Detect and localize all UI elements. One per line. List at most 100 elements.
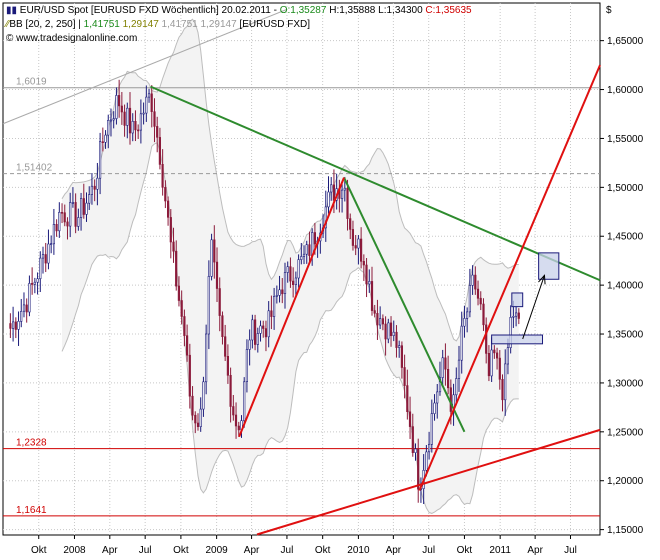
candle-body — [118, 95, 121, 107]
candle-body — [194, 414, 197, 424]
candle-body — [183, 316, 186, 337]
candle-body — [362, 260, 365, 266]
candle-body — [88, 194, 91, 204]
candle-body — [12, 321, 15, 329]
x-tick-label: Jul — [422, 545, 435, 556]
candle-body — [205, 333, 208, 383]
candle-body — [493, 349, 496, 354]
candle-body — [221, 315, 224, 338]
candle-body — [275, 295, 278, 297]
candle-body — [137, 129, 140, 132]
green-trendline — [150, 85, 601, 282]
y-tick-label: 1,30000 — [607, 378, 644, 389]
level-label: 1,2328 — [16, 438, 47, 449]
y-tick-label: 1,65000 — [607, 36, 644, 47]
y-tick-label: 1,55000 — [607, 134, 644, 145]
legend-low: L:1,34300 — [375, 5, 423, 16]
candle-body — [58, 212, 61, 232]
legend-bb-v3: 1,41751 — [162, 19, 199, 30]
x-tick-label: Okt — [457, 545, 473, 556]
candle-body — [302, 253, 306, 257]
candle-body — [278, 289, 281, 296]
candle-body — [313, 232, 317, 245]
green-trendline — [343, 177, 466, 433]
candle-body — [134, 121, 137, 131]
candle-body — [177, 285, 181, 301]
candle-body — [55, 224, 58, 232]
candle-body — [289, 266, 292, 282]
legend-bb-v2: 1,29147 — [123, 19, 160, 30]
candle-body — [365, 264, 368, 285]
candle-body — [430, 413, 433, 445]
candle-body — [427, 443, 431, 453]
candle-body — [300, 256, 303, 260]
x-tick-label: 2011 — [489, 545, 511, 556]
candle-body — [479, 297, 482, 305]
legend-bb-ref: [EURUSD FXD] — [239, 19, 310, 30]
x-tick-label: Jul — [139, 545, 152, 556]
y-tick-label: 1,50000 — [607, 183, 644, 194]
trendlines — [2, 8, 601, 536]
candle-body — [283, 272, 287, 295]
candle-body — [191, 395, 194, 416]
candle-body — [99, 141, 102, 179]
x-tick-label: Jul — [281, 545, 294, 556]
candle-body — [71, 202, 74, 204]
candle-body — [414, 448, 417, 454]
candle-body — [381, 318, 385, 325]
candle-body — [218, 288, 221, 316]
candle-body — [186, 335, 189, 356]
candle-body — [305, 244, 308, 255]
candle-body — [256, 333, 259, 345]
candle-body — [115, 95, 118, 119]
arrow-head — [538, 274, 546, 285]
candle-body — [47, 243, 50, 264]
candle-body — [441, 357, 444, 378]
legend-line-2: ⁄⁄BB [20, 2, 250] | 1,41751 1,29147 1,41… — [3, 19, 310, 30]
candle-body — [234, 414, 238, 427]
candle-body — [25, 304, 28, 313]
legend-bb: BB [20, 2, 250] — [9, 19, 75, 30]
red-trendline — [418, 64, 601, 491]
candle-body — [460, 325, 463, 361]
candle-body — [433, 402, 436, 414]
candle-body — [123, 111, 126, 126]
candle-body — [153, 111, 156, 127]
candle-body — [229, 374, 232, 407]
candle-body — [93, 185, 96, 190]
candle-body — [145, 96, 148, 114]
legend-flag-icon: ▮▮ — [6, 5, 20, 16]
candle-body — [267, 310, 270, 338]
candle-body — [311, 232, 314, 256]
candle-body — [398, 345, 401, 348]
candle-body — [370, 281, 374, 311]
candle-body — [354, 245, 357, 249]
candle-body — [332, 184, 336, 201]
candle-body — [286, 266, 289, 273]
candle-body — [224, 336, 227, 357]
y-tick-label: 1,20000 — [607, 476, 644, 487]
candle-body — [378, 318, 382, 326]
candle-body — [96, 177, 99, 190]
candle-body — [150, 93, 153, 113]
candle-body — [376, 312, 379, 326]
candle-body — [139, 113, 143, 131]
candle-body — [384, 323, 387, 340]
level-label: 1,6019 — [16, 77, 47, 88]
candle-body — [270, 310, 273, 317]
candle-body — [90, 185, 93, 195]
candle-body — [343, 187, 346, 191]
candle-body — [474, 274, 477, 290]
candle-body — [17, 320, 20, 330]
candle-body — [112, 118, 115, 121]
target-box — [491, 334, 544, 345]
candle-body — [471, 274, 474, 286]
candle-body — [444, 357, 447, 370]
currency-label: $ — [606, 5, 612, 16]
candle-body — [107, 120, 110, 136]
candle-body — [455, 378, 458, 396]
candle-body — [77, 217, 80, 227]
y-axis: 1,65000 1,60000 1,55000 1,50000 1,45000 1,400… — [600, 36, 644, 536]
annotations — [491, 252, 560, 345]
